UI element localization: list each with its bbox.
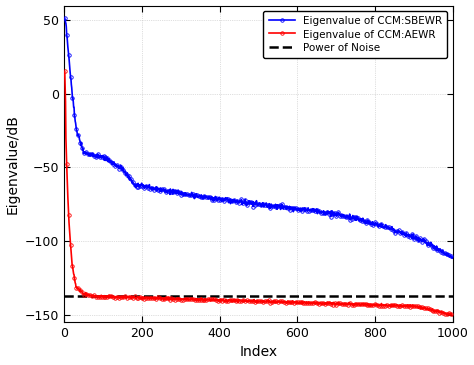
Eigenvalue of CCM:SBEWR: [62, 16, 68, 20]
X-axis label: Index: Index: [239, 345, 277, 360]
Eigenvalue of CCM:AEWR: [62, 69, 68, 74]
Eigenvalue of CCM:SBEWR: [328, 209, 334, 213]
Eigenvalue of CCM:AEWR: [328, 301, 334, 306]
Eigenvalue of CCM:AEWR: [371, 303, 377, 307]
Eigenvalue of CCM:AEWR: [101, 293, 107, 298]
Eigenvalue of CCM:SBEWR: [233, 199, 238, 204]
Y-axis label: Eigenvalue/dB: Eigenvalue/dB: [6, 114, 19, 214]
Eigenvalue of CCM:SBEWR: [364, 219, 370, 224]
Eigenvalue of CCM:AEWR: [219, 298, 224, 303]
Eigenvalue of CCM:AEWR: [364, 302, 370, 307]
Eigenvalue of CCM:SBEWR: [371, 223, 377, 227]
Line: Eigenvalue of CCM:AEWR: Eigenvalue of CCM:AEWR: [63, 70, 454, 317]
Line: Eigenvalue of CCM:SBEWR: Eigenvalue of CCM:SBEWR: [63, 16, 454, 260]
Eigenvalue of CCM:SBEWR: [101, 158, 107, 162]
Eigenvalue of CCM:AEWR: [450, 314, 456, 318]
Eigenvalue of CCM:SBEWR: [450, 255, 456, 260]
Legend: Eigenvalue of CCM:SBEWR, Eigenvalue of CCM:AEWR, Power of Noise: Eigenvalue of CCM:SBEWR, Eigenvalue of C…: [264, 11, 447, 58]
Eigenvalue of CCM:SBEWR: [449, 256, 455, 261]
Eigenvalue of CCM:SBEWR: [219, 199, 224, 204]
Eigenvalue of CCM:AEWR: [233, 298, 238, 303]
